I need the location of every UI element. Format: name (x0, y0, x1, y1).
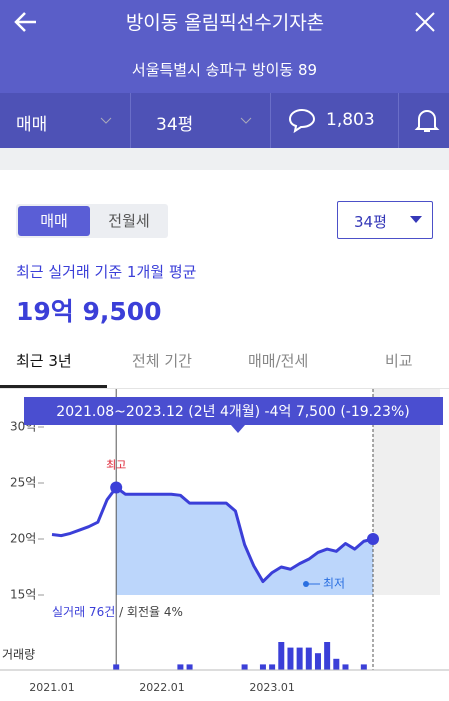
deal-toggle: 매매 전월세 (16, 204, 168, 238)
bell-icon[interactable] (414, 107, 440, 135)
divider (270, 93, 271, 148)
back-button[interactable] (12, 10, 40, 34)
divider (130, 93, 131, 148)
price-line (51, 485, 374, 584)
volume-bar (305, 647, 312, 670)
volume-bar (259, 664, 266, 670)
low-label: 최저 (323, 577, 345, 591)
chevron (240, 117, 252, 124)
tooltip-text: 2021.08~2023.12 (2년 4개월) -4억 7,500 (-19.… (56, 404, 409, 420)
filter-bar: 매매 34평 1,803 (0, 93, 449, 148)
tooltip-box (24, 397, 443, 425)
high-label: 최고 (106, 458, 126, 471)
volume-bar (278, 642, 285, 670)
x-tick-label: 2022.01 (139, 681, 185, 694)
tab[interactable]: 최근 3년 (16, 352, 72, 370)
volume-bar (287, 647, 294, 670)
size-filter[interactable]: 34평 (156, 115, 194, 135)
close-button[interactable] (414, 11, 436, 33)
range-area (116, 487, 373, 595)
volume-label: 거래량 (2, 648, 35, 662)
price-caption: 최근 실거래 기준 1개월 평균 (16, 263, 197, 281)
high-point (110, 481, 123, 494)
comment-count: 1,803 (326, 110, 375, 130)
volume-bar (324, 642, 331, 670)
y-tick-label: 15억 (10, 588, 36, 602)
spacer (0, 148, 449, 170)
volume-bar (314, 653, 321, 670)
y-tick-label: 25억 (10, 476, 36, 490)
chevron (100, 117, 112, 124)
size-value: 34평 (354, 213, 387, 231)
address: 서울특별시 송파구 방이동 89 (131, 61, 318, 79)
app-header: 방이동 올림픽선수기자촌 서울특별시 송파구 방이동 89 (0, 0, 449, 93)
x-tick-label: 2023.01 (249, 681, 295, 694)
volume-bar (241, 664, 248, 670)
volume-bar (296, 647, 303, 670)
volume-bar (342, 664, 349, 670)
volume-bar (333, 658, 340, 670)
end-point (367, 533, 379, 545)
volume-bar (269, 664, 276, 670)
volume-bar (186, 664, 193, 670)
volume-bar (177, 664, 184, 670)
tab[interactable]: 매매/전세 (248, 352, 309, 370)
tab[interactable]: 비교 (385, 352, 413, 370)
title: 방이동 올림픽선수기자촌 (125, 12, 325, 34)
tooltip-pointer (231, 425, 245, 433)
deal-count: 실거래 76건 (52, 605, 115, 619)
x-tick-label: 2021.01 (29, 681, 75, 694)
turnover: / 회전율 4% (115, 605, 183, 619)
tab-underline (0, 385, 107, 388)
volume-bar (360, 664, 367, 670)
size-select[interactable]: 34평 (337, 201, 433, 239)
comment-icon[interactable] (288, 108, 316, 134)
divider (398, 93, 399, 148)
dropdown-arrow (410, 216, 422, 223)
deal-filter[interactable]: 매매 (16, 115, 48, 135)
toggle-option[interactable]: 매매 (18, 206, 90, 236)
period-tabs: 최근 3년 전체 기간 매매/전세 비교 (0, 338, 449, 389)
volume-bar (113, 664, 120, 670)
tab[interactable]: 전체 기간 (132, 352, 192, 370)
deal-summary: 실거래 76건 / 회전율 4% (52, 605, 183, 619)
price-value: 19억 9,500 (16, 297, 162, 326)
y-tick-label: 20억 (10, 532, 36, 546)
toggle-option[interactable]: 전월세 (108, 212, 150, 230)
